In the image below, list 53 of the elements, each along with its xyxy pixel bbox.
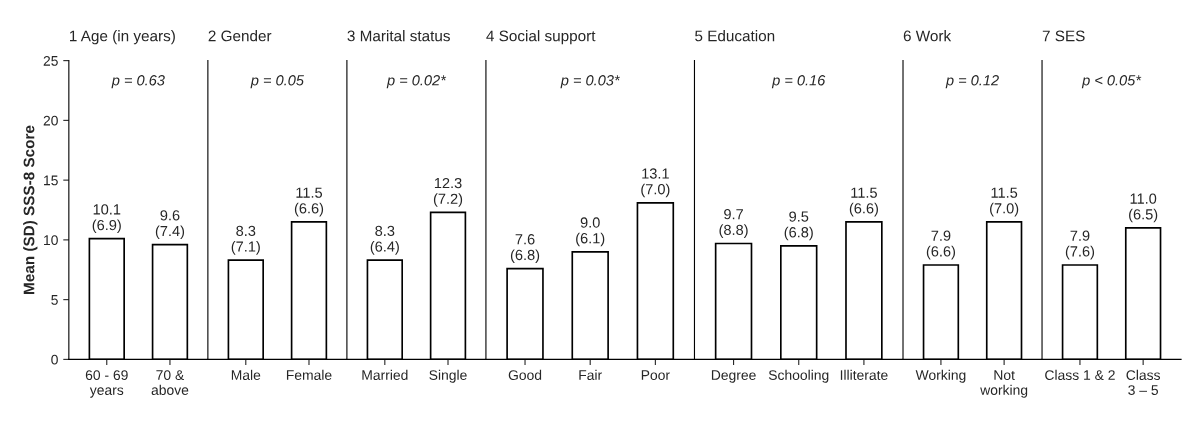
data-label: 13.1 (7.0)	[641, 168, 670, 198]
data-label: 9.7 (8.8)	[719, 208, 748, 238]
x-tick-label: Fair	[579, 369, 602, 381]
data-label: 8.3 (7.1)	[231, 225, 260, 255]
y-tick-label: 15	[44, 175, 58, 186]
x-tick-label: Married	[362, 369, 408, 381]
annotation: p = 0.03*	[560, 75, 620, 89]
x-tick-label: Poor	[641, 370, 670, 381]
y-axis-title: Mean (SD) SSS-8 Score	[23, 125, 38, 294]
data-label: 10.1 (6.9)	[92, 204, 121, 234]
x-tick-label: Female	[286, 369, 332, 381]
x-tick-label: Degree	[711, 370, 756, 383]
data-label: 11.5 (6.6)	[849, 187, 878, 217]
chart-title: 7 SES	[1042, 30, 1085, 42]
data-label: 11.5 (7.0)	[990, 187, 1019, 217]
annotation: p = 0.02*	[386, 75, 447, 89]
chart-title: 1 Age (in years)	[70, 30, 175, 45]
chart-title: 4 Social support	[486, 30, 596, 45]
y-tick-label: 5	[51, 295, 58, 305]
annotation: p = 0.16	[771, 75, 826, 89]
data-label: 9.6 (7.4)	[155, 210, 185, 240]
y-tick-label: 10	[44, 235, 58, 246]
data-label: 8.3 (6.4)	[370, 225, 399, 255]
y-tick-label: 0	[51, 354, 58, 365]
chart-title: 5 Education	[695, 30, 775, 42]
x-tick-label: Single	[429, 369, 467, 383]
x-tick-label: Working	[915, 369, 966, 383]
x-tick-label: Schooling	[768, 369, 829, 383]
chart-title: 2 Gender	[208, 30, 272, 42]
data-label: 12.3 (7.2)	[433, 177, 463, 207]
chart-title: 6 Work	[903, 30, 952, 42]
data-label: 7.6 (6.8)	[510, 234, 540, 263]
annotation: p = 0.12	[945, 75, 999, 89]
data-label: 7.9 (7.6)	[1065, 230, 1095, 260]
x-tick-label: Not working	[980, 370, 1028, 398]
annotation: p = 0.63	[111, 75, 165, 89]
annotation: p < 0.05*	[1081, 75, 1142, 89]
x-tick-label: Good	[508, 369, 542, 381]
x-tick-label: 60 - 69 years	[85, 370, 128, 398]
chart-title: 3 Marital status	[347, 30, 450, 42]
data-label: 11.0 (6.5)	[1129, 193, 1158, 223]
x-tick-label: Class 1 & 2	[1045, 369, 1115, 381]
x-tick-label: Class 3 – 5	[1126, 369, 1161, 395]
x-tick-label: Illiterate	[840, 369, 888, 381]
data-label: 11.5 (6.6)	[294, 187, 324, 217]
x-tick-label: Male	[231, 369, 261, 381]
y-tick-label: 20	[43, 115, 58, 126]
data-label: 9.0 (6.1)	[576, 217, 605, 247]
x-tick-label: 70 & above	[151, 370, 189, 395]
data-label: 9.5 (6.8)	[784, 211, 813, 241]
data-label: 7.9 (6.6)	[926, 230, 956, 260]
annotation: p = 0.05	[250, 75, 304, 89]
y-tick-label: 25	[43, 55, 58, 66]
